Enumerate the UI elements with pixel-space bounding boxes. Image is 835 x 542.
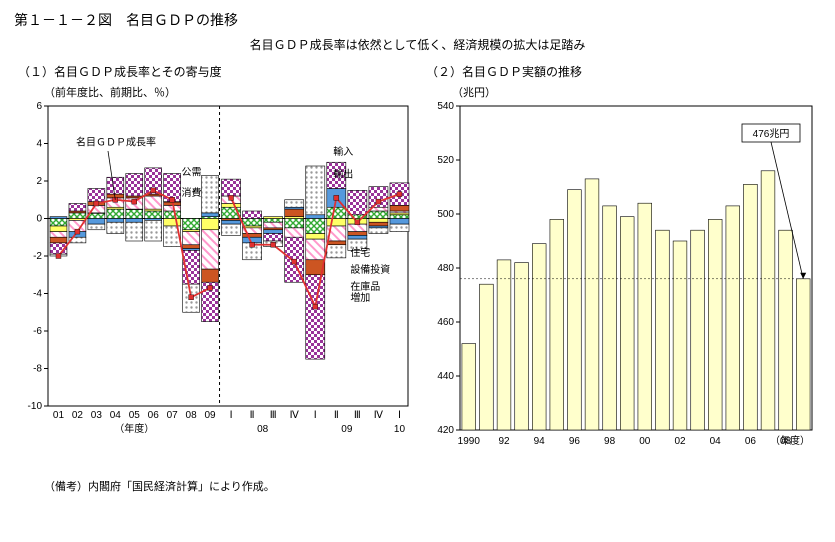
svg-text:10: 10	[394, 424, 406, 435]
svg-text:Ⅱ: Ⅱ	[334, 410, 339, 421]
svg-text:設備投資: 設備投資	[350, 263, 390, 276]
svg-text:08: 08	[186, 410, 198, 421]
panel-right-axis-label: （兆円）	[452, 84, 822, 100]
svg-text:440: 440	[437, 371, 454, 382]
svg-text:-2: -2	[33, 251, 42, 262]
svg-text:Ⅰ: Ⅰ	[398, 410, 401, 421]
svg-text:96: 96	[569, 436, 581, 447]
svg-text:420: 420	[437, 425, 454, 436]
svg-text:-8: -8	[33, 364, 42, 375]
svg-text:4: 4	[36, 139, 42, 150]
svg-text:92: 92	[498, 436, 510, 447]
svg-text:05: 05	[129, 410, 141, 421]
svg-text:500: 500	[437, 209, 454, 220]
svg-text:00: 00	[639, 436, 651, 447]
svg-text:02: 02	[72, 410, 84, 421]
svg-text:03: 03	[91, 410, 103, 421]
svg-text:Ⅰ: Ⅰ	[314, 410, 317, 421]
svg-text:2: 2	[36, 176, 42, 187]
svg-text:Ⅳ: Ⅳ	[374, 410, 384, 421]
svg-text:06: 06	[745, 436, 757, 447]
svg-text:-10: -10	[28, 401, 43, 412]
svg-text:Ⅰ: Ⅰ	[230, 410, 233, 421]
svg-text:-4: -4	[33, 289, 42, 300]
panel-left-axis-label: （前年度比、前期比、％）	[44, 84, 414, 100]
svg-text:6: 6	[36, 101, 42, 112]
svg-text:94: 94	[534, 436, 546, 447]
svg-text:460: 460	[437, 317, 454, 328]
svg-text:02: 02	[674, 436, 686, 447]
svg-text:Ⅲ: Ⅲ	[270, 410, 277, 421]
svg-text:（年度）: （年度）	[114, 422, 154, 435]
svg-text:1990: 1990	[458, 436, 481, 447]
svg-text:住宅: 住宅	[350, 246, 370, 259]
svg-text:480: 480	[437, 263, 454, 274]
panel-left: （１）名目ＧＤＰ成長率とその寄与度 （前年度比、前期比、％） -10 -8 -6 -4…	[14, 63, 414, 460]
chart-left: -10-8-6-4-20246010203040506070809ⅠⅡⅢⅣⅠⅡⅢ…	[14, 100, 414, 460]
panel-left-title: （１）名目ＧＤＰ成長率とその寄与度	[18, 63, 414, 80]
svg-text:01: 01	[53, 410, 65, 421]
svg-text:消費: 消費	[182, 186, 202, 199]
svg-text:輸出: 輸出	[333, 167, 353, 180]
chart-right: 420 440 460 480 500 520 540 1990 92 94 96 98 00 02 04 0…	[422, 100, 822, 460]
svg-text:0: 0	[36, 214, 42, 225]
svg-text:輸入: 輸入	[333, 145, 353, 158]
svg-text:公需: 公需	[182, 166, 202, 178]
svg-text:04: 04	[110, 410, 122, 421]
svg-text:Ⅲ: Ⅲ	[354, 410, 361, 421]
svg-text:07: 07	[167, 410, 179, 421]
svg-text:09: 09	[204, 410, 216, 421]
figure-title: 第１－１－２図 名目ＧＤＰの推移	[14, 10, 821, 30]
svg-text:540: 540	[437, 101, 454, 112]
svg-text:名目ＧＤＰ成長率: 名目ＧＤＰ成長率	[76, 136, 156, 149]
svg-text:06: 06	[148, 410, 160, 421]
figure-note: （備考）内閣府「国民経済計算」により作成。	[44, 478, 821, 494]
svg-text:Ⅱ: Ⅱ	[250, 410, 255, 421]
svg-text:Ⅳ: Ⅳ	[290, 410, 300, 421]
panel-right-title: （２）名目ＧＤＰ実額の推移	[426, 63, 822, 80]
svg-text:520: 520	[437, 155, 454, 166]
svg-text:476兆円: 476兆円	[753, 128, 790, 140]
svg-text:-6: -6	[33, 326, 42, 337]
svg-text:04: 04	[710, 436, 722, 447]
panel-right: （２）名目ＧＤＰ実額の推移 （兆円） 420 440 460 480 500 520 540…	[422, 63, 822, 460]
svg-text:08: 08	[257, 424, 269, 435]
svg-text:09: 09	[341, 424, 353, 435]
svg-text:98: 98	[604, 436, 616, 447]
svg-text:（期): （期)	[410, 409, 414, 421]
svg-text:在庫品増加: 在庫品増加	[350, 280, 380, 304]
svg-text:（年度）: （年度）	[770, 434, 810, 447]
figure-subtitle: 名目ＧＤＰ成長率は依然として低く、経済規模の拡大は足踏み	[14, 36, 821, 53]
svg-text:（年）: （年）	[410, 422, 414, 435]
